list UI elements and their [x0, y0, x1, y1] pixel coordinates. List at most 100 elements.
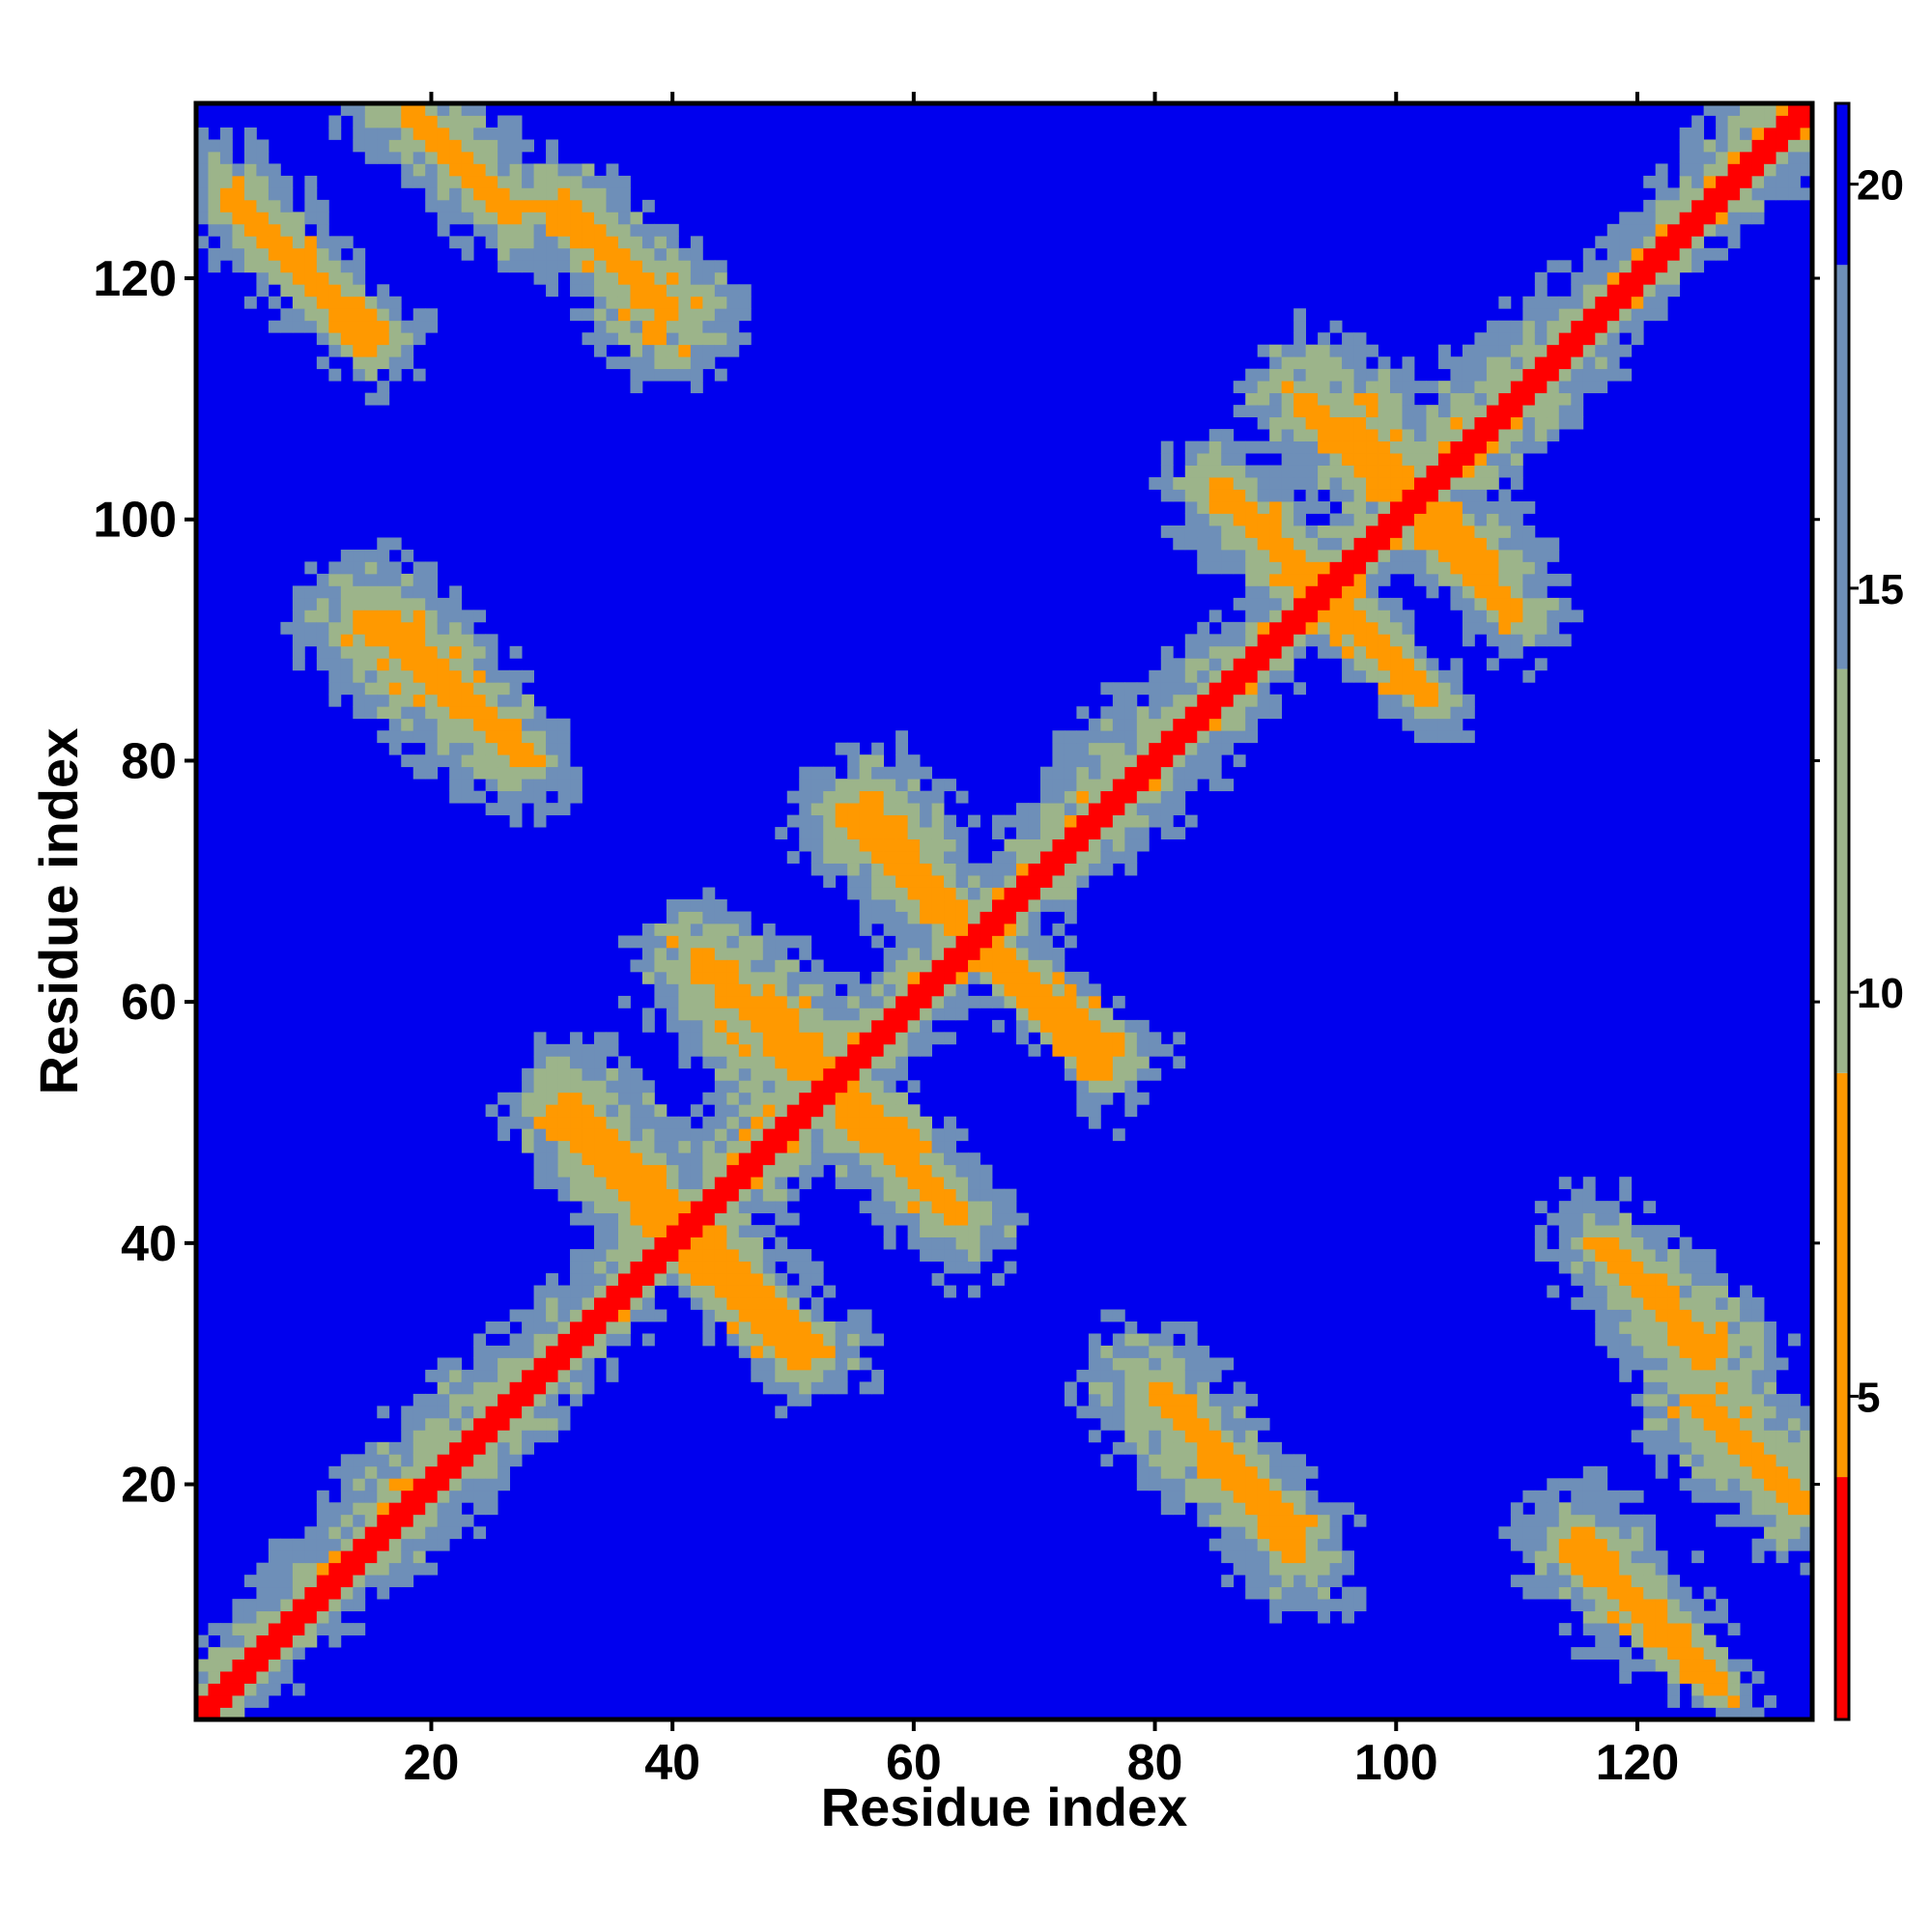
heatmap-cell — [1534, 296, 1548, 309]
heatmap-cell — [1679, 1599, 1692, 1612]
heatmap-cell — [594, 1345, 607, 1358]
heatmap-cell — [1740, 1417, 1752, 1431]
heatmap-cell — [1703, 163, 1717, 177]
heatmap-cell — [871, 1333, 885, 1347]
heatmap-cell — [1547, 344, 1560, 357]
heatmap-cell — [1631, 1490, 1644, 1503]
heatmap-cell — [835, 803, 848, 816]
heatmap-cell — [1426, 561, 1439, 575]
heatmap-cell — [1088, 1357, 1101, 1371]
heatmap-cell — [1245, 561, 1259, 575]
heatmap-cell — [557, 1369, 571, 1382]
heatmap-cell — [1595, 271, 1608, 285]
heatmap-cell — [907, 1128, 921, 1142]
heatmap-cell — [1800, 187, 1813, 201]
heatmap-cell — [497, 212, 511, 225]
heatmap-cell — [1353, 634, 1367, 647]
heatmap-cell — [256, 151, 270, 164]
heatmap-cell — [497, 1417, 511, 1431]
heatmap-cell — [1606, 260, 1620, 273]
heatmap-cell — [883, 923, 896, 936]
heatmap-cell — [196, 1634, 209, 1648]
heatmap-cell — [546, 247, 558, 261]
heatmap-cell — [606, 296, 619, 309]
heatmap-cell — [1004, 1201, 1017, 1214]
heatmap-cell — [546, 766, 558, 780]
heatmap-cell — [1740, 163, 1752, 177]
heatmap-cell — [859, 1309, 872, 1322]
heatmap-cell — [799, 1019, 812, 1033]
heatmap-cell — [377, 344, 390, 357]
heatmap-cell — [786, 1056, 800, 1069]
heatmap-cell — [570, 187, 582, 201]
heatmap-cell — [328, 1610, 342, 1624]
heatmap-cell — [1305, 344, 1319, 357]
heatmap-cell — [1353, 368, 1367, 382]
heatmap-cell — [1173, 477, 1186, 490]
heatmap-cell — [1582, 1586, 1596, 1600]
heatmap-cell — [1751, 1381, 1765, 1395]
heatmap-cell — [1571, 405, 1584, 418]
heatmap-cell — [1353, 501, 1367, 514]
heatmap-cell — [859, 1152, 872, 1166]
heatmap-cell — [437, 682, 450, 696]
heatmap-cell — [1124, 1430, 1138, 1443]
heatmap-cell — [522, 754, 534, 768]
heatmap-cell — [1028, 1008, 1041, 1021]
heatmap-cell — [557, 1188, 571, 1202]
heatmap-cell — [714, 284, 727, 298]
heatmap-cell — [1534, 634, 1548, 647]
heatmap-cell — [196, 151, 209, 164]
heatmap-cell — [353, 682, 366, 696]
heatmap-cell — [702, 1019, 716, 1033]
heatmap-cell — [1353, 525, 1367, 538]
heatmap-cell — [1606, 1634, 1620, 1648]
heatmap-cell — [944, 971, 956, 984]
heatmap-cell — [1643, 1575, 1657, 1588]
heatmap-cell — [617, 1321, 631, 1334]
heatmap-cell — [678, 1212, 692, 1226]
heatmap-cell — [304, 1586, 318, 1600]
heatmap-cell — [895, 1067, 909, 1081]
heatmap-cell — [256, 260, 270, 273]
heatmap-cell — [799, 995, 812, 1009]
heatmap-cell — [425, 1430, 439, 1443]
heatmap-cell — [1052, 803, 1065, 816]
heatmap-cell — [1631, 1430, 1644, 1443]
x-tick-label: 60 — [886, 1735, 942, 1791]
heatmap-cell — [425, 573, 439, 586]
heatmap-cell — [1631, 1575, 1644, 1588]
heatmap-cell — [377, 645, 390, 659]
heatmap-cell — [762, 959, 776, 973]
heatmap-cell — [1402, 416, 1415, 430]
heatmap-cell — [751, 1357, 764, 1371]
heatmap-cell — [1149, 1441, 1162, 1455]
heatmap-cell — [1342, 489, 1354, 502]
heatmap-cell — [1655, 284, 1668, 298]
heatmap-cell — [1716, 1297, 1729, 1310]
heatmap-cell — [726, 1140, 740, 1153]
heatmap-cell — [340, 320, 354, 333]
heatmap-cell — [1353, 513, 1367, 526]
heatmap-cell — [546, 803, 558, 816]
heatmap-cell — [1184, 1369, 1198, 1382]
heatmap-cell — [582, 199, 595, 213]
heatmap-cell — [1486, 537, 1499, 551]
heatmap-cell — [1498, 537, 1512, 551]
heatmap-cell — [1727, 163, 1741, 177]
heatmap-cell — [268, 296, 281, 309]
heatmap-cell — [1004, 887, 1017, 900]
heatmap-cell — [955, 838, 969, 852]
heatmap-cell — [1353, 453, 1367, 466]
heatmap-cell — [1293, 561, 1307, 575]
heatmap-cell — [533, 1104, 547, 1118]
heatmap-cell — [1547, 1502, 1560, 1516]
heatmap-cell — [353, 1478, 366, 1492]
heatmap-cell — [1052, 983, 1065, 997]
heatmap-cell — [485, 1381, 498, 1395]
heatmap-cell — [353, 139, 366, 153]
heatmap-cell — [1366, 561, 1378, 575]
heatmap-cell — [473, 223, 487, 237]
heatmap-cell — [1691, 1309, 1705, 1322]
heatmap-cell — [449, 658, 463, 671]
